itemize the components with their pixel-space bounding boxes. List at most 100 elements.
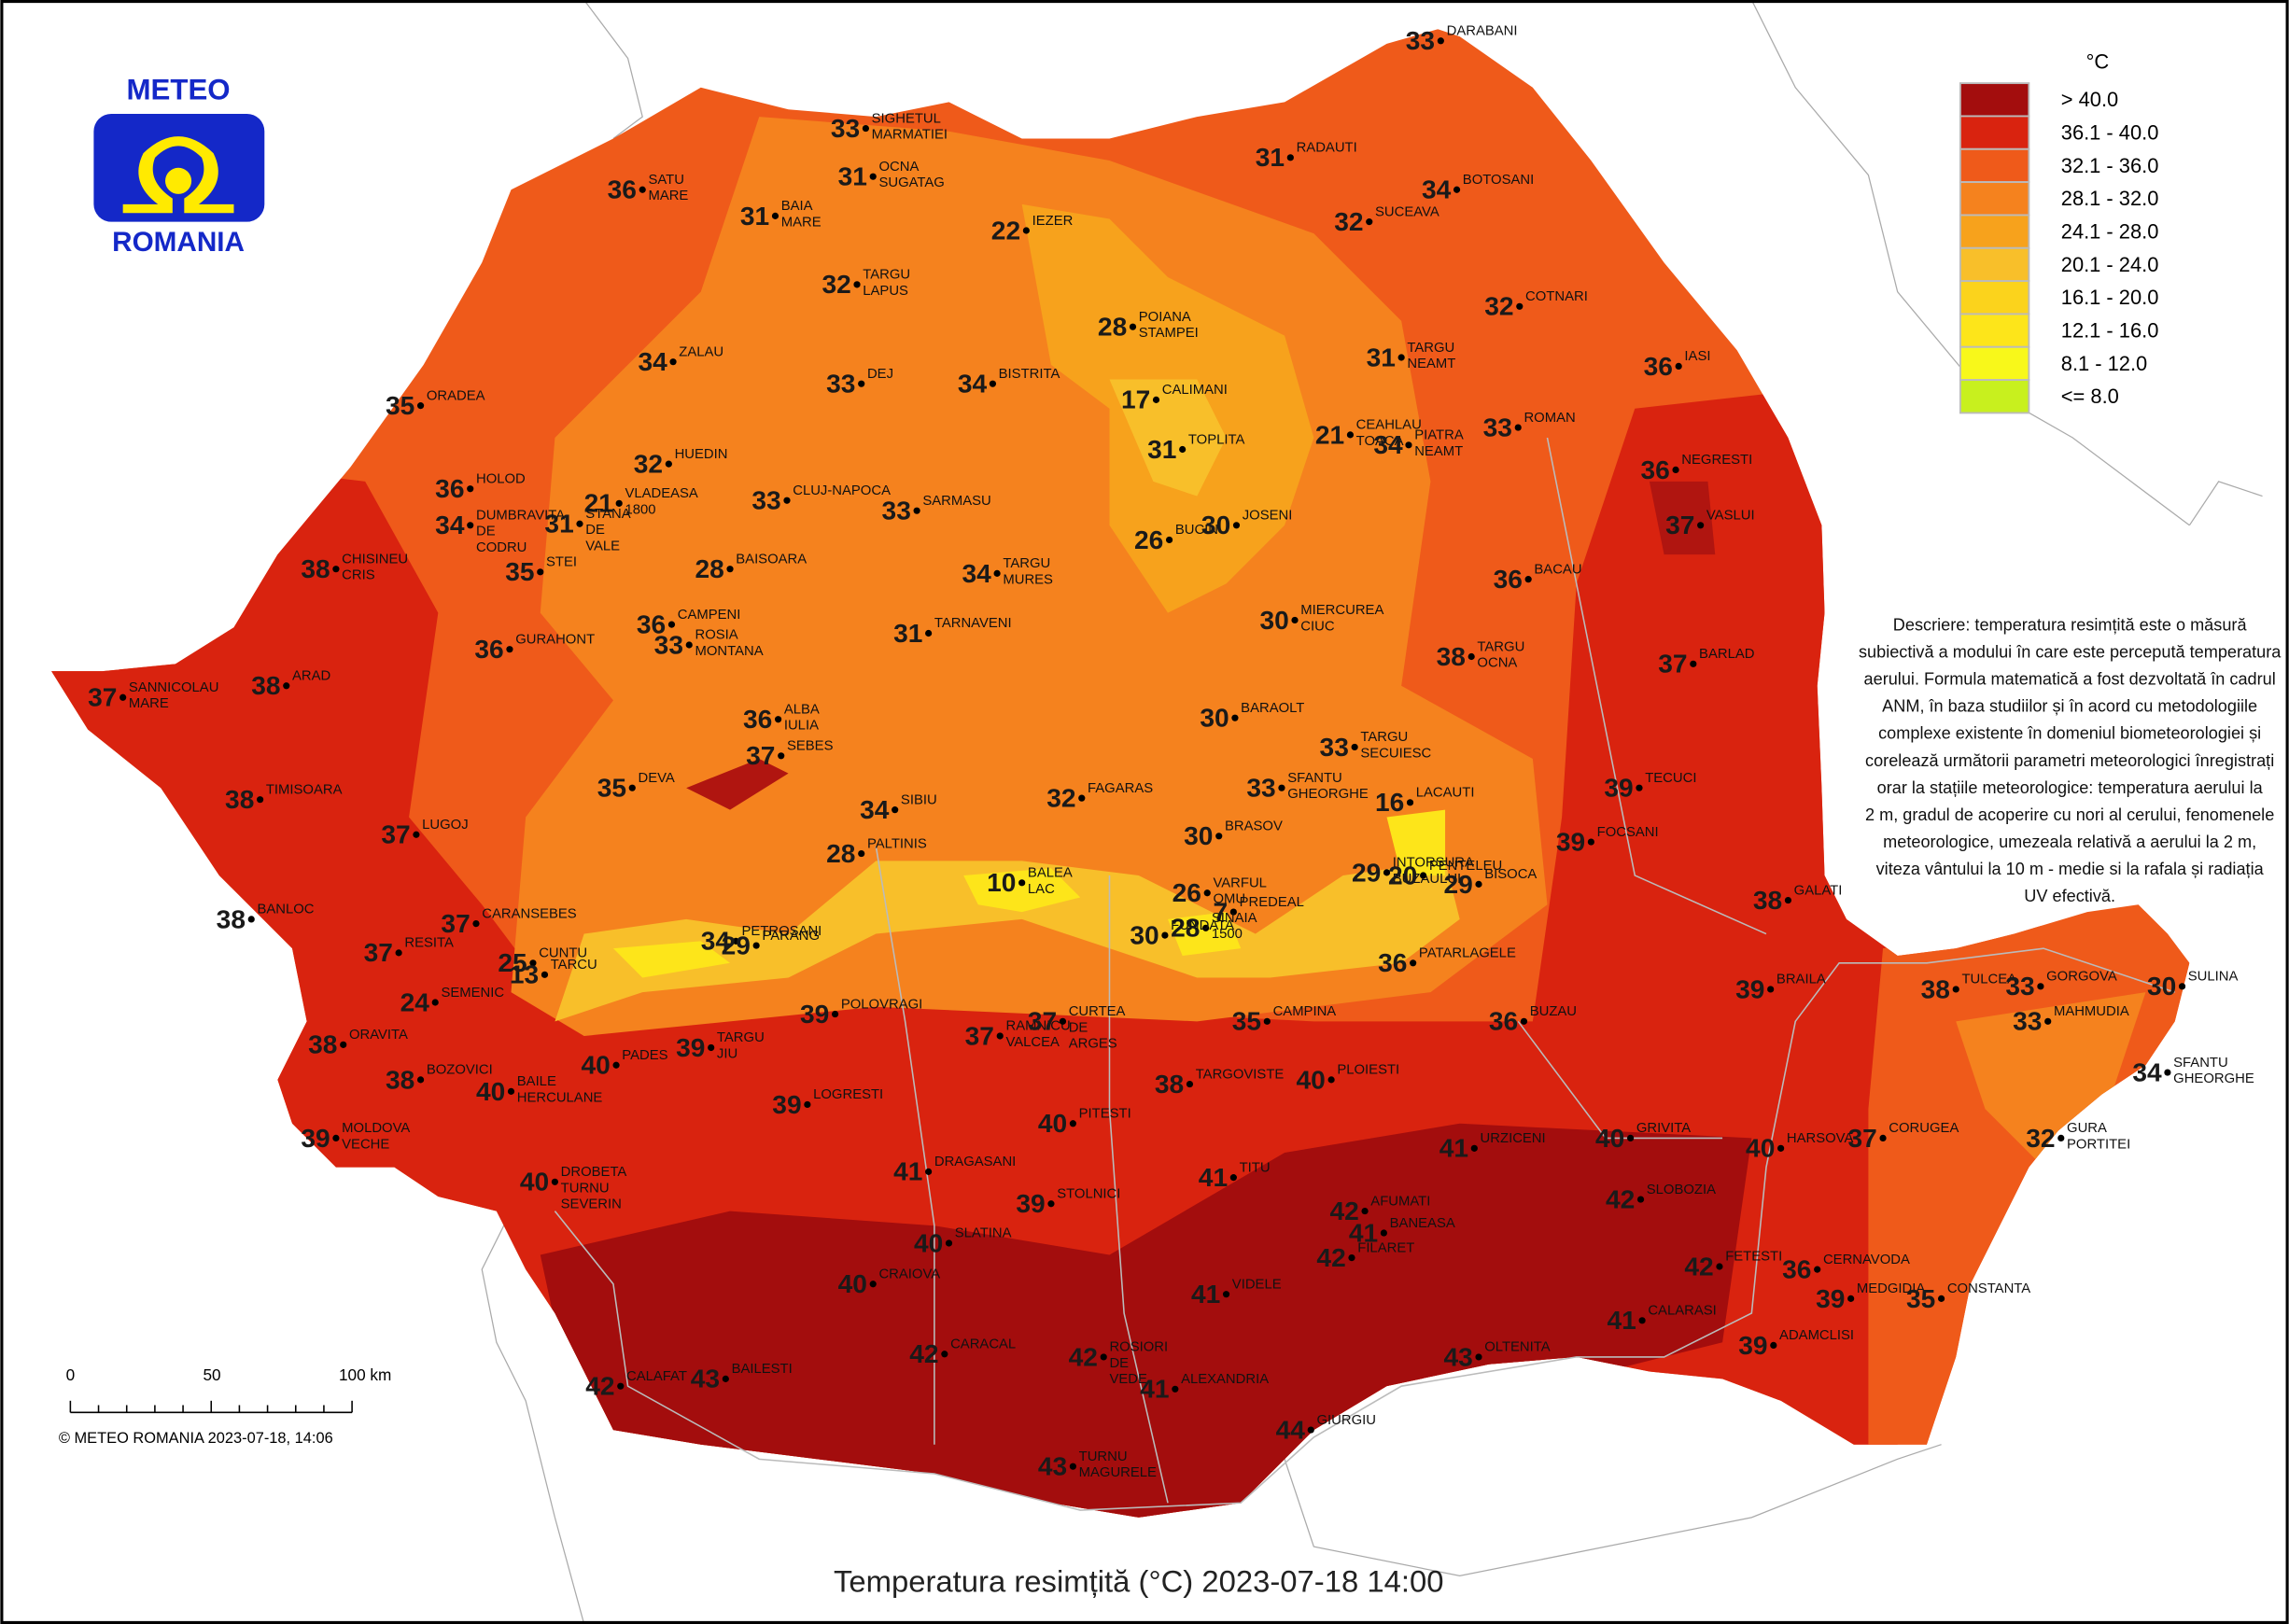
station: 40 BAILE HERCULANE [476,1074,602,1106]
station-dot [639,186,646,193]
station-value: 34 [958,370,988,399]
station-name: MAHMUDIA [2054,1004,2129,1019]
station-name: BALEA LAC [1028,866,1073,897]
station: 25 CUNTU [498,946,587,978]
station: 31 TARNAVENI [893,616,1012,648]
station-dot [1059,1017,1067,1025]
station: 40 SLATINA [914,1226,1012,1258]
station-value: 31 [544,510,573,539]
station-name: CALARASI [1648,1304,1716,1319]
station-name: TARGU SECUIESC [1360,730,1431,761]
station-value: 38 [308,1030,337,1059]
station: 34 BOTOSANI [1422,173,1534,204]
station-dot [1100,1353,1107,1361]
station: 35 STEI [505,555,577,587]
station-name: GALATI [1794,883,1843,898]
station: 7 PREDEAL [1213,895,1303,927]
station-value: 37 [1028,1007,1057,1036]
station-dot [1514,424,1522,431]
station-name: BISOCA [1484,867,1537,882]
station: 33 ROMAN [1483,411,1576,442]
station: 40 DROBETA TURNU SEVERIN [520,1165,627,1211]
station-dot [1286,154,1294,161]
station-value: 38 [1155,1070,1184,1099]
station-dot [1937,1295,1945,1302]
station-dot [892,806,899,814]
station-dot [340,1041,347,1048]
station: 38 ARAD [251,669,330,701]
station: 36 GURAHONT [474,632,595,664]
station: 34 SFANTU GHEORGHE [2132,1056,2254,1087]
station-value: 21 [1315,420,1344,449]
station-name: DEVA [639,771,675,786]
station-value: 35 [386,391,414,420]
station-name: TIMISOARA [266,782,343,797]
station-dot [1069,1120,1076,1127]
station-value: 39 [1016,1189,1045,1218]
station-name: CORUGEA [1889,1121,1959,1136]
station-value: 26 [1134,525,1163,554]
station-name: SULINA [2188,970,2239,985]
station: 37 BARLAD [1658,647,1754,679]
station: 29 BISOCA [1443,867,1537,899]
station-dot [989,380,997,387]
station-name: ROSIA MONTANA [695,628,763,659]
station-name: SIBIU [901,792,937,807]
station-value: 17 [1121,385,1150,414]
station-name: MEDGIDIA [1857,1281,1925,1296]
station-dot [1047,1200,1055,1208]
station-name: TARNAVENI [934,616,1012,631]
station-name: CLUJ-NAPOCA [793,483,891,498]
station-name: RESITA [404,936,454,951]
station: 39 POLOVRAGI [800,997,922,1029]
station-value: 37 [746,741,775,770]
station: 32 FAGARAS [1046,781,1153,813]
station-dot [996,1032,1004,1040]
legend-label: 32.1 - 36.0 [2061,154,2159,177]
station-dot [1470,1144,1478,1152]
station-dot [667,621,676,628]
station-dot [1179,445,1187,454]
station: 26 BUCIN [1134,523,1218,554]
station-name: BARLAD [1699,647,1755,662]
station: 38 BOZOVICI [386,1063,493,1095]
zone [1109,379,1227,497]
station-value: 37 [88,683,117,712]
station-value: 39 [1738,1331,1767,1360]
station: 40 PADES [582,1048,668,1080]
station-name: PADES [622,1048,667,1063]
station-dot [1638,1317,1646,1324]
station-dot [1383,869,1391,876]
station-dot [617,1382,625,1390]
station-dot [413,831,420,838]
station-value: 39 [1556,827,1585,856]
station-value: 33 [826,370,855,399]
station: 34 BISTRITA [958,367,1060,399]
station-value: 29 [1352,858,1381,887]
station: 40 PLOIESTI [1297,1063,1400,1095]
station-value: 37 [364,938,393,967]
station-name: CRAIOVA [878,1267,940,1281]
station-dot [2037,983,2044,990]
station-value: 25 [498,948,527,977]
station-name: LACAUTI [1416,786,1475,801]
station-name: PETROSANI [742,924,822,939]
station-value: 40 [1595,1124,1624,1153]
station-dot [2164,1069,2171,1076]
station-value: 34 [435,511,465,539]
station-value: 32 [822,270,850,299]
station-dot [615,499,623,507]
station-value: 37 [1658,650,1687,679]
station-value: 42 [1606,1184,1635,1213]
station-value: 30 [1184,821,1213,850]
station-value: 34 [701,927,731,956]
station: 31 OCNA SUGATAG [838,160,945,191]
station-dot [1453,186,1461,193]
station: 33 SFANTU GHEORGHE [1246,771,1369,803]
station: 34 DUMBRAVITA DE CODRU [435,509,565,555]
station: 21 CEAHLAU TOACA [1315,418,1422,450]
station-name: VIDELE [1232,1277,1282,1292]
station: 32 SUCEAVA [1334,204,1439,236]
